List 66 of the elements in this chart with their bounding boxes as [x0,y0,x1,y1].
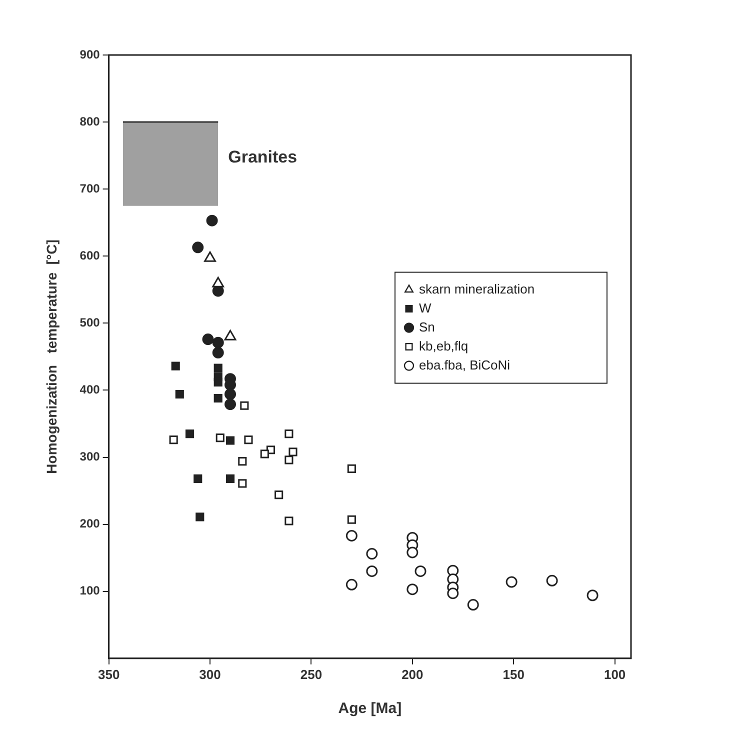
point [274,490,284,500]
point [224,388,236,400]
y-tick-label: 600 [80,248,100,262]
y-tick-label: 700 [80,181,100,196]
point [212,346,224,358]
x-tick-label: 150 [502,666,524,682]
point [284,516,294,526]
legend-label: kb,eb,flq [419,338,468,354]
point [202,334,214,346]
point [244,436,253,444]
point [216,434,224,442]
point [346,530,358,542]
point [240,401,249,410]
point [226,436,235,445]
point [414,565,426,577]
point [347,515,356,524]
point [586,590,598,602]
y-axis-title: Homogenization temperature [°C] [43,240,60,474]
legend-label: Sn [419,319,435,334]
x-tick-label: 100 [604,666,626,682]
point [214,394,222,403]
point [214,378,222,386]
x-tick-label: 350 [98,666,120,682]
point [169,436,178,444]
point [226,474,235,484]
series-label: Granites [228,148,298,167]
x-tick-label: 200 [402,666,424,682]
y-tick-label: 200 [80,516,100,531]
point [284,456,294,464]
y-tick-label: 500 [80,315,100,330]
legend-label: eba.fba, BiCoNi [419,357,510,372]
legend-label: W [419,300,432,316]
point [284,430,294,438]
point [546,574,558,586]
point [238,457,247,466]
y-tick-label: 800 [80,114,100,128]
point [206,214,218,226]
legend-label: skarn mineralization [419,281,535,296]
point [366,548,378,560]
point [406,546,418,558]
point [171,362,180,370]
point [288,448,298,456]
point [212,336,224,348]
point [238,479,247,488]
point [366,565,378,577]
point [406,584,418,596]
x-tick-label: 250 [300,666,322,682]
y-tick-label: 100 [80,584,100,598]
point [347,464,356,473]
point [447,588,459,600]
point [467,599,479,611]
x-axis-title: Age [Ma] [338,700,402,718]
y-tick-label: 300 [80,450,100,464]
point [194,474,202,484]
point [192,242,204,254]
y-tick-label: 900 [80,47,100,62]
point [185,430,194,438]
point [224,398,236,410]
point [260,450,269,458]
point [214,364,222,372]
x-tick-label: 300 [199,666,221,682]
point [196,512,204,522]
point [506,576,518,588]
y-tick-label: 400 [80,382,100,397]
point [346,578,358,590]
point [175,390,184,399]
